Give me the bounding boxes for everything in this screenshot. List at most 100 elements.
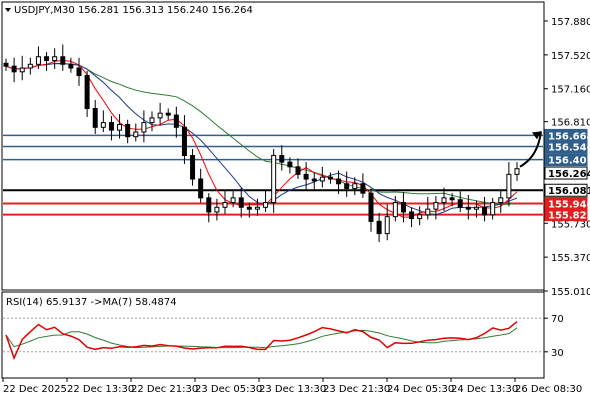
time-tick-label: 23 Dec 21:30 — [323, 384, 390, 395]
candle-body — [165, 112, 171, 116]
candle-body — [449, 197, 455, 201]
level-tag-label: 156.546 — [548, 142, 590, 153]
candle-body — [214, 206, 220, 213]
candles-layer — [3, 44, 520, 243]
price-tick-label: 157.160 — [551, 85, 590, 96]
candle-body — [206, 197, 212, 213]
candle-body — [92, 107, 98, 128]
candle-body — [482, 206, 488, 216]
candle-body — [344, 183, 350, 189]
candle-body — [303, 173, 309, 180]
candle-body — [400, 202, 406, 213]
candle-body — [173, 114, 179, 128]
candle-body — [498, 197, 504, 204]
time-tick-label: 24 Dec 13:30 — [451, 384, 518, 395]
candle-body — [352, 183, 358, 189]
moving-averages — [5, 59, 518, 218]
candle-body — [35, 56, 41, 65]
candle-body — [376, 220, 382, 235]
current-price-label: 156.264 — [548, 169, 590, 180]
candle-body — [287, 161, 293, 168]
candle-body — [425, 208, 431, 216]
rsi-level-label: 30 — [551, 348, 564, 359]
ma-mid-line — [5, 62, 518, 216]
candle-body — [384, 216, 390, 235]
candle-body — [149, 117, 155, 124]
candle-body — [327, 176, 333, 180]
triangle-down-icon — [5, 8, 11, 12]
candle-body — [360, 183, 366, 194]
candle-body — [506, 173, 512, 199]
candle-body — [190, 155, 196, 180]
time-tick-label: 26 Dec 08:30 — [515, 384, 582, 395]
ma-slow-line — [5, 62, 518, 205]
rsi-line — [5, 321, 518, 361]
candle-body — [222, 202, 228, 208]
time-tick-label: 22 Dec 13:30 — [67, 384, 134, 395]
level-tag-label: 155.940 — [548, 200, 590, 211]
candle-body — [157, 112, 163, 119]
candle-body — [44, 56, 50, 62]
candle-body — [100, 122, 106, 128]
rsi-layer: 70 30 — [3, 314, 564, 361]
candle-body — [336, 178, 342, 185]
candle-body — [417, 214, 423, 220]
candle-body — [133, 131, 139, 138]
candle-body — [433, 202, 439, 210]
time-tick-label: 24 Dec 05:30 — [387, 384, 454, 395]
price-tick-label: 157.520 — [551, 51, 590, 62]
candle-body — [473, 206, 479, 210]
level-tag-support — [544, 208, 588, 222]
level-tag-resistance — [544, 139, 588, 153]
trend-arrow — [519, 131, 542, 168]
chart-header: USDJPY,M30 156.281 156.313 156.240 156.2… — [14, 5, 253, 16]
candle-body — [254, 206, 260, 210]
candle-body — [441, 197, 447, 204]
price-tick-label: 157.880 — [551, 17, 590, 28]
level-tag-label: 156.081 — [548, 186, 590, 197]
candle-body — [141, 122, 147, 133]
candle-body — [514, 168, 520, 175]
candle-body — [19, 67, 25, 73]
arrow-head — [532, 131, 541, 140]
candle-body — [60, 56, 66, 65]
price-tick-label: 155.010 — [551, 287, 590, 298]
level-tag-pivot — [544, 183, 588, 197]
candle-body — [271, 155, 277, 204]
candle-body — [3, 62, 9, 67]
price-axis: 157.880 157.520 157.160 156.810 155.730 155.3… — [544, 17, 590, 298]
candle-body — [457, 199, 463, 208]
price-tick-label: 155.730 — [551, 219, 590, 230]
price-tick-label: 156.810 — [551, 118, 590, 129]
ma-fast-line — [5, 59, 518, 218]
candle-body — [465, 206, 471, 210]
candle-body — [52, 56, 58, 62]
candle-body — [246, 206, 252, 210]
current-price-tag — [544, 166, 588, 180]
candle-body — [11, 65, 17, 73]
time-tick-label: 22 Dec 21:30 — [131, 384, 198, 395]
time-tick-label: 22 Dec 2025 — [3, 384, 67, 395]
candle-body — [279, 155, 285, 163]
candle-body — [68, 63, 74, 69]
candle-body — [125, 123, 131, 138]
candle-body — [238, 197, 244, 208]
candle-body — [311, 178, 317, 182]
level-tag-resistance — [544, 153, 588, 167]
rsi-ma-line — [5, 327, 518, 349]
candle-body — [76, 67, 82, 77]
level-tag-label: 155.822 — [548, 211, 590, 222]
candle-body — [84, 75, 90, 109]
rsi-level-label: 70 — [551, 314, 564, 325]
candle-body — [198, 178, 204, 199]
candle-body — [295, 166, 301, 175]
time-tick-label: 23 Dec 13:30 — [259, 384, 326, 395]
rsi-panel — [1, 291, 545, 379]
candle-body — [392, 202, 398, 218]
candle-body — [108, 122, 114, 131]
candle-body — [368, 192, 374, 222]
level-tag-label: 156.407 — [548, 156, 590, 167]
price-tick-label: 155.370 — [551, 253, 590, 264]
